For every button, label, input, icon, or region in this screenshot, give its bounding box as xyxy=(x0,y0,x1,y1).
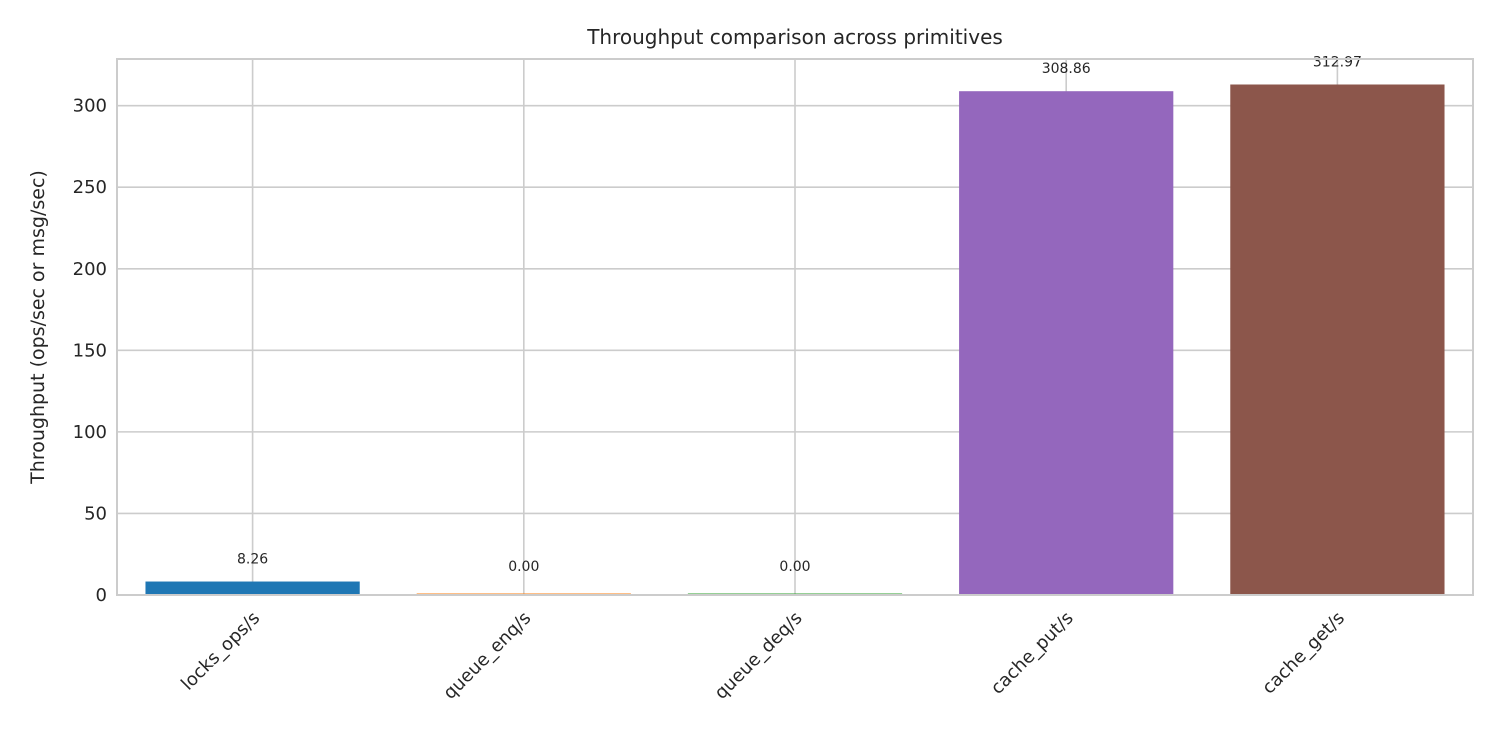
data-label: 308.86 xyxy=(1042,61,1091,77)
x-tick-label: queue_enq/s xyxy=(439,608,535,704)
x-tick-label: queue_deq/s xyxy=(711,608,807,704)
y-tick-label: 300 xyxy=(73,96,107,117)
bar-locks_ops/s xyxy=(145,581,360,595)
data-label: 0.00 xyxy=(779,559,810,575)
bar-cache_get/s xyxy=(1230,84,1445,596)
data-labels: 8.26 0.00 0.00 308.86 312.97 xyxy=(237,54,1362,575)
y-axis-ticks: 0 50 100 150 200 250 300 xyxy=(73,96,107,606)
plot-frame xyxy=(116,58,1474,596)
data-label: 0.00 xyxy=(508,559,539,575)
x-tick-label: locks_ops/s xyxy=(177,608,264,695)
x-tick-label: cache_get/s xyxy=(1258,608,1349,699)
y-tick-label: 150 xyxy=(73,340,107,361)
bars xyxy=(145,84,1445,596)
y-axis-label: Throughput (ops/sec or msg/sec) xyxy=(27,170,49,485)
x-axis-ticks: locks_ops/s queue_enq/s queue_deq/s cache_p… xyxy=(177,608,1349,704)
y-tick-label: 100 xyxy=(73,422,107,443)
y-tick-label: 50 xyxy=(84,503,107,524)
chart-title: Throughput comparison across primitives xyxy=(586,25,1003,49)
y-tick-label: 0 xyxy=(96,585,107,606)
bar-cache_put/s xyxy=(959,91,1174,595)
data-label: 312.97 xyxy=(1313,54,1362,70)
data-label: 8.26 xyxy=(237,552,268,568)
y-tick-label: 200 xyxy=(73,259,107,280)
y-tick-label: 250 xyxy=(73,177,107,198)
x-tick-label: cache_put/s xyxy=(987,608,1078,699)
